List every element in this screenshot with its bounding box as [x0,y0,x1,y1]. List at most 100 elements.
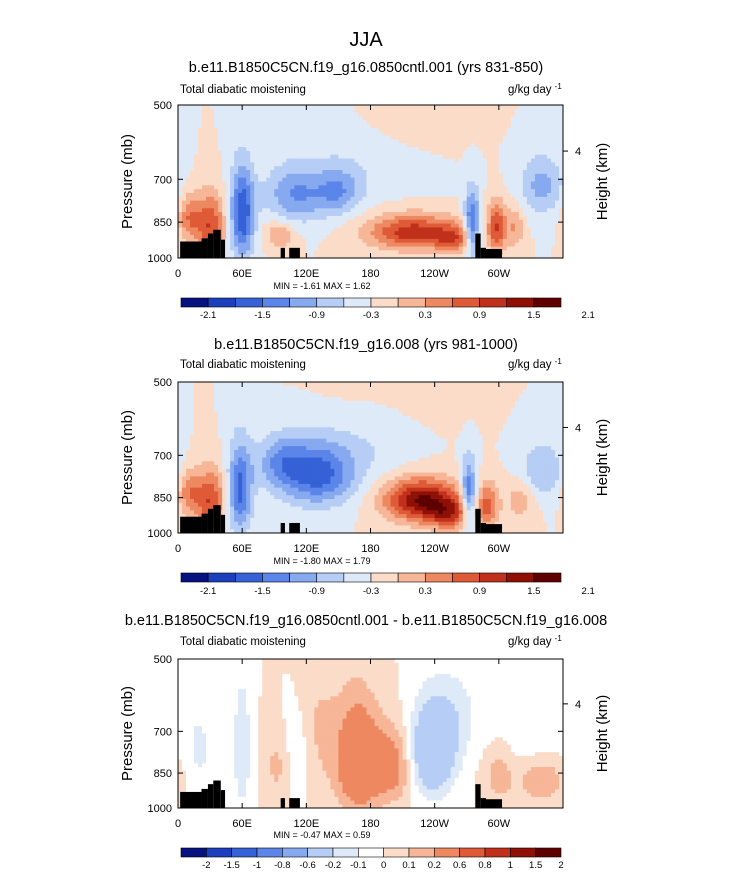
variable-label: Total diabatic moistening [180,359,306,371]
terrain-column [289,247,300,258]
colorbar-swatch [358,847,384,858]
colorbar-swatch [234,297,263,308]
panel-2: b.e11.B1850C5CN.f19_g16.008 (yrs 981-100… [119,337,611,597]
colorbar-label: 2 [558,860,563,871]
y-tick-label: 850 [154,217,172,229]
x-tick-label: 180 [361,818,379,830]
x-tick-label: 120W [420,543,449,555]
contour-field [178,659,563,808]
colorbar-swatch [206,847,232,858]
colorbar-label: 0.2 [428,860,441,871]
colorbar-swatch [282,847,308,858]
x-tick-label: 60E [232,268,252,280]
y2-tick-label: 4 [575,146,581,158]
colorbar-label: -0.1 [350,860,366,871]
x-tick-label: 120W [420,818,449,830]
colorbar-swatch [397,297,426,308]
terrain-column [213,505,221,533]
min-max-label: MIN = -1.61 MAX = 1.62 [273,281,370,291]
colorbar-label: -0.8 [274,860,290,871]
x-tick-label: 60W [488,543,511,555]
colorbar-label: -2.1 [200,586,216,597]
terrain-column [201,513,208,533]
colorbar-label: -1 [253,860,261,871]
colorbar-swatch [408,847,435,858]
colorbar-swatch [231,847,258,858]
colorbar-label: 0.3 [419,586,432,597]
colorbar-swatch [316,297,345,308]
y-tick-label: 700 [154,174,172,186]
colorbar: -2.1 -1.5 -0.9 -0.3 0.3 0.9 1.5 2.1 [180,572,595,597]
colorbar-label: -0.3 [363,586,379,597]
terrain-column [289,798,300,808]
figure-title: JJA [349,29,383,51]
terrain-column [213,780,221,808]
colorbar-label: 0 [381,860,386,871]
terrain-column [220,514,226,533]
colorbar-swatch [180,297,209,308]
colorbar-swatch [370,572,399,583]
colorbar-swatch [207,572,236,583]
colorbar-label: -0.6 [299,860,315,871]
x-tick-label: 60E [232,818,252,830]
terrain-column [475,784,481,808]
panel-title: b.e11.B1850C5CN.f19_g16.008 (yrs 981-100… [214,337,518,353]
colorbar-swatch [479,572,508,583]
terrain-column [213,229,221,258]
x-tick-label: 120E [293,268,319,280]
colorbar-swatch [484,847,511,858]
colorbar-swatch [370,297,399,308]
colorbar-swatch [434,847,460,858]
x-tick-label: 0 [175,543,181,555]
panel-title: b.e11.B1850C5CN.f19_g16.0850cntl.001 (yr… [189,60,543,76]
x-tick-label: 120E [293,543,319,555]
units-label: g/kg day -1 [508,634,562,649]
terrain-column [486,799,503,808]
panel-1: b.e11.B1850C5CN.f19_g16.0850cntl.001 (yr… [119,60,611,321]
terrain-column [207,784,214,808]
colorbar-swatch [452,572,480,583]
x-tick-label: 120E [293,818,319,830]
terrain-column [280,247,285,258]
colorbar-swatch [262,572,290,583]
terrain-column [480,247,486,258]
colorbar-swatch [343,572,372,583]
colorbar-label: 1 [508,860,513,871]
colorbar: -2.1 -1.5 -0.9 -0.3 0.3 0.9 1.5 2.1 [180,297,595,321]
terrain-column [207,508,214,533]
panel-3: b.e11.B1850C5CN.f19_g16.0850cntl.001 - b… [119,613,611,871]
colorbar-swatch [535,847,562,858]
y-tick-label: 850 [154,493,172,505]
colorbar-label: -1.5 [254,310,270,321]
terrain-mask [180,780,503,808]
y2-tick-label: 4 [575,422,581,434]
colorbar-label: 0.1 [402,860,415,871]
y-axis-label: Pressure (mb) [119,686,136,781]
y-tick-label: 500 [154,654,172,666]
min-max-label: MIN = -0.47 MAX = 0.59 [273,830,370,840]
units-exponent: -1 [555,357,563,366]
colorbar-label: 0.9 [473,586,486,597]
units-exponent: -1 [555,634,563,643]
colorbar-label: 1.5 [527,586,540,597]
colorbar-label: -0.9 [309,310,325,321]
y-tick-label: 1000 [148,253,172,265]
x-tick-label: 0 [175,818,181,830]
colorbar-swatch [510,847,536,858]
x-tick-label: 60E [232,543,252,555]
terrain-mask [180,505,503,533]
terrain-column [289,522,300,533]
y2-tick-label: 4 [575,699,581,711]
colorbar-label: 1.5 [529,860,542,871]
variable-label: Total diabatic moistening [180,636,306,648]
colorbar-swatch [234,572,263,583]
min-max-label: MIN = -1.80 MAX = 1.79 [273,556,370,566]
colorbar-swatch [180,572,209,583]
terrain-column [180,241,202,258]
y-tick-label: 700 [154,726,172,738]
terrain-column [486,524,503,533]
panel-title: b.e11.B1850C5CN.f19_g16.0850cntl.001 - b… [125,613,607,629]
colorbar-swatch [343,297,372,308]
colorbar: -2 -1.5 -1 -0.8 -0.6 -0.2 -0.1 0 0.1 0.2 0.6 0.8 1 1.… [180,847,564,871]
